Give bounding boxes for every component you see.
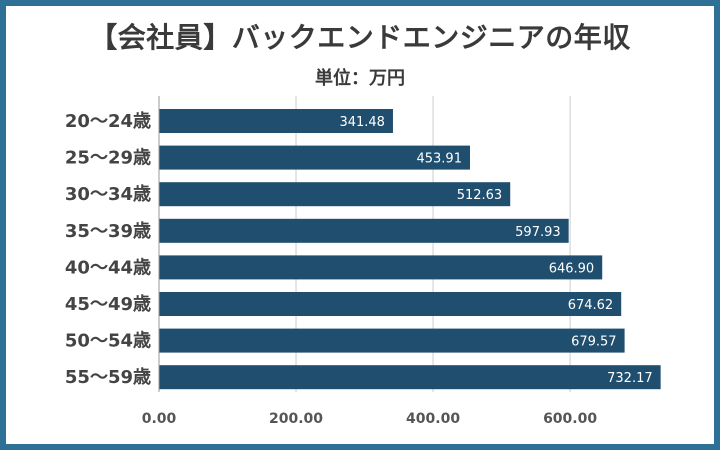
bar	[159, 218, 569, 243]
bar-value-label: 341.48	[339, 115, 385, 130]
category-label: 25〜29歳	[65, 148, 151, 169]
bar-value-label: 732.17	[607, 371, 653, 386]
category-label: 20〜24歳	[65, 111, 151, 132]
category-label: 55〜59歳	[65, 367, 151, 388]
chart-subtitle: 単位：万円	[315, 68, 405, 89]
category-label: 35〜39歳	[65, 221, 151, 242]
bar	[159, 255, 603, 280]
x-tick-label: 600.00	[543, 411, 597, 427]
bar-value-label: 512.63	[457, 188, 503, 203]
x-tick-label: 200.00	[269, 411, 323, 427]
category-label: 50〜54歳	[65, 331, 151, 352]
x-tick-label: 400.00	[406, 411, 460, 427]
category-label: 40〜44歳	[65, 257, 151, 278]
bar	[159, 328, 625, 353]
bar	[159, 292, 622, 316]
bar-value-label: 674.62	[568, 298, 614, 313]
bar-value-label: 646.90	[549, 261, 595, 276]
bar-value-label: 679.57	[571, 335, 617, 350]
category-label: 45〜49歳	[65, 294, 151, 315]
bar-value-label: 597.93	[515, 225, 561, 240]
chart-title: 【会社員】バックエンドエンジニアの年収	[89, 21, 631, 54]
bar	[159, 109, 393, 133]
category-label: 30〜34歳	[65, 184, 151, 205]
bar	[159, 365, 661, 390]
x-tick-label: 0.00	[142, 411, 177, 427]
bar-value-label: 453.91	[416, 152, 462, 167]
bar	[159, 182, 511, 207]
bar	[159, 145, 470, 170]
